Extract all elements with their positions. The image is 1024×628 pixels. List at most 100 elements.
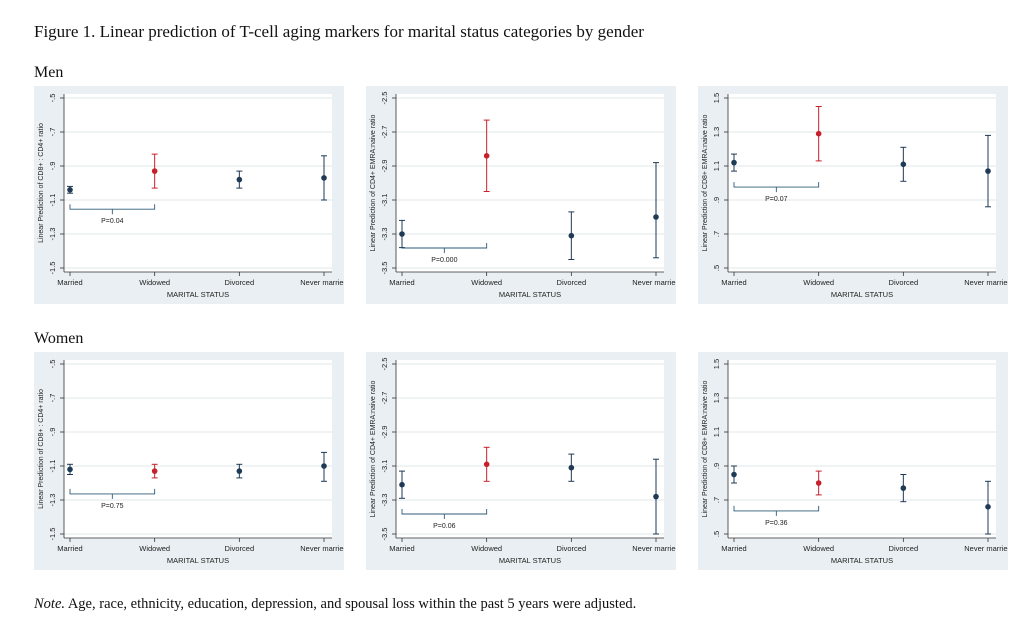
y-tick-label: .5	[712, 265, 721, 271]
significance-bracket	[401, 509, 488, 519]
x-tick-label: Divorced	[889, 544, 919, 553]
p-value-label: P=0.000	[431, 257, 457, 264]
y-tick-label: 1.3	[712, 127, 721, 137]
figure-title: Figure 1. Linear prediction of T-cell ag…	[34, 22, 644, 41]
y-tick-label: -2.7	[380, 126, 389, 139]
y-axis-label: Linear Prediction of CD8+ EMRA:naive rat…	[702, 381, 709, 518]
plot-area	[64, 94, 332, 272]
data-point	[568, 232, 575, 239]
p-value-label: P=0.06	[433, 523, 455, 530]
y-tick-label: -.7	[48, 128, 57, 137]
y-tick-label: 1.5	[712, 93, 721, 103]
note-label: Note.	[34, 596, 66, 612]
x-tick-label: Widowed	[803, 544, 834, 553]
y-tick-label: -1.5	[48, 528, 57, 541]
data-point	[985, 168, 991, 174]
y-tick-label: -.5	[48, 360, 57, 369]
x-tick-label: Never married	[632, 544, 676, 553]
chart-panel-women-cd4-emra: -2.5 -2.7 -2.9 -3.1 -3.3 -3.5 Linear Predictio…	[366, 352, 676, 570]
chart-women-cd4-emra: -2.5 -2.7 -2.9 -3.1 -3.3 -3.5 Linear Predictio…	[370, 358, 676, 565]
chart-women-cd8-emra: 1.5 1.3 1.1 .9 .7 .5 Linear Prediction of CD8+…	[702, 359, 1008, 565]
y-tick-label: -1.1	[48, 460, 57, 473]
x-tick-label: Widowed	[803, 278, 834, 287]
y-tick-label: -3.5	[380, 528, 389, 541]
x-tick-label: Divorced	[557, 278, 587, 287]
data-point	[67, 466, 73, 473]
x-axis-label: MARITAL STATUS	[831, 290, 893, 299]
data-point	[653, 493, 659, 500]
data-point	[653, 214, 659, 220]
data-point	[731, 471, 737, 478]
row-label-men: Men	[34, 64, 64, 81]
note-text: Age, race, ethnicity, education, depress…	[65, 596, 637, 612]
y-axis-label: Linear Prediction of CD8+ : CD4+ ratio	[38, 123, 45, 243]
x-tick-label: Widowed	[139, 544, 170, 553]
plot-area	[728, 360, 996, 538]
y-tick-label: -3.1	[380, 460, 389, 473]
y-tick-label: .5	[712, 531, 721, 537]
chart-panel-women-cd8-emra: 1.5 1.3 1.1 .9 .7 .5 Linear Prediction of CD8+…	[698, 352, 1008, 570]
figure-note: Note. Age, race, ethnicity, education, d…	[34, 596, 636, 613]
y-tick-label: -.7	[48, 394, 57, 403]
y-tick-label: 1.3	[712, 393, 721, 403]
x-axis-label: MARITAL STATUS	[499, 290, 561, 299]
chart-men-cd8-emra: 1.5 1.3 1.1 .9 .7 .5 Linear Prediction of CD8+…	[702, 93, 1008, 299]
y-tick-label: -2.7	[380, 392, 389, 405]
x-tick-label: Married	[389, 544, 414, 553]
significance-bracket	[733, 505, 820, 516]
x-tick-label: Married	[57, 544, 82, 553]
data-point	[399, 481, 405, 488]
y-tick-label: .9	[712, 197, 721, 203]
x-tick-label: Never married	[964, 278, 1008, 287]
x-tick-label: Divorced	[225, 278, 255, 287]
data-point	[151, 468, 158, 474]
x-axis-label: MARITAL STATUS	[167, 290, 229, 299]
data-point	[321, 463, 327, 469]
y-axis-label: Linear Prediction of CD4+ EMRA:naive rat…	[370, 115, 377, 252]
plot-area	[728, 94, 996, 272]
data-point	[815, 480, 822, 486]
y-tick-label: -3.3	[380, 228, 389, 241]
row-label-women: Women	[34, 330, 84, 347]
p-value-label: P=0.07	[765, 196, 787, 203]
y-axis-label: Linear Prediction of CD8+ EMRA:naive rat…	[702, 115, 709, 252]
y-tick-label: 1.1	[712, 427, 721, 437]
data-point	[900, 485, 907, 491]
y-tick-label: -.9	[48, 428, 57, 437]
y-tick-label: 1.1	[712, 161, 721, 171]
chart-men-cd4-emra: -2.5 -2.7 -2.9 -3.1 -3.3 -3.5 Linear Predictio…	[370, 92, 676, 299]
y-tick-label: 1.5	[712, 359, 721, 369]
y-tick-label: .9	[712, 463, 721, 469]
data-point	[731, 159, 737, 166]
significance-bracket	[733, 182, 820, 193]
data-point	[236, 176, 243, 183]
x-tick-label: Divorced	[557, 544, 587, 553]
chart-women-cd8-cd4: -.5 -.7 -.9 -1.1 -1.3 -1.5 Linear Prediction o…	[38, 360, 344, 565]
data-point	[900, 161, 907, 168]
x-tick-label: Widowed	[471, 544, 502, 553]
x-tick-label: Married	[389, 278, 414, 287]
x-tick-label: Divorced	[889, 278, 919, 287]
x-axis-label: MARITAL STATUS	[831, 556, 893, 565]
plot-area	[396, 94, 664, 272]
chart-men-cd8-cd4: -.5 -.7 -.9 -1.1 -1.3 -1.5 Linear Prediction o…	[38, 94, 344, 299]
y-tick-label: -2.5	[380, 92, 389, 105]
x-tick-label: Widowed	[139, 278, 170, 287]
y-tick-label: -1.1	[48, 194, 57, 207]
plot-area	[396, 360, 664, 538]
x-tick-label: Married	[57, 278, 82, 287]
data-point	[985, 504, 991, 510]
y-tick-label: -.5	[48, 94, 57, 103]
data-point	[321, 175, 327, 181]
x-tick-label: Widowed	[471, 278, 502, 287]
significance-bracket	[69, 204, 156, 215]
y-axis-label: Linear Prediction of CD8+ : CD4+ ratio	[38, 389, 45, 509]
y-axis-label: Linear Prediction of CD4+ EMRA:naive rat…	[370, 381, 377, 518]
chart-panel-women-cd8-cd4: -.5 -.7 -.9 -1.1 -1.3 -1.5 Linear Prediction o…	[34, 352, 344, 570]
x-tick-label: Married	[721, 544, 746, 553]
data-point	[815, 130, 822, 137]
chart-panel-men-cd4-emra: -2.5 -2.7 -2.9 -3.1 -3.3 -3.5 Linear Predictio…	[366, 86, 676, 304]
x-tick-label: Married	[721, 278, 746, 287]
data-point	[568, 464, 575, 471]
x-axis-label: MARITAL STATUS	[499, 556, 561, 565]
